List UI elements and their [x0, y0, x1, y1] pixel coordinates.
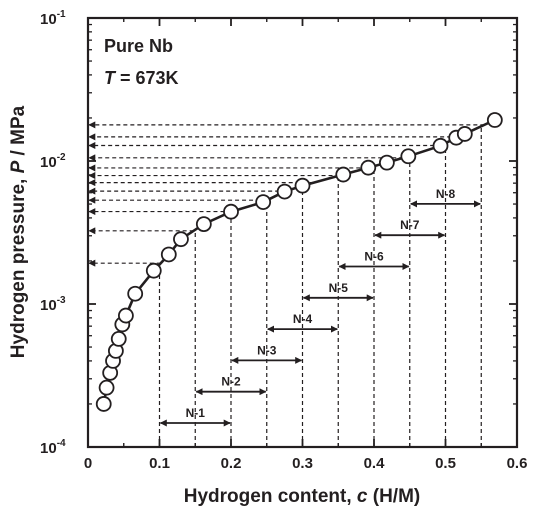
series-line	[102, 118, 496, 405]
x-tick-label: 0.5	[435, 455, 456, 472]
x-tick-label: 0.1	[149, 455, 170, 472]
y-tick-label: 10-1	[40, 9, 66, 28]
annotation-temperature: T = 673K	[104, 68, 179, 88]
x-tick-label: 0.6	[507, 455, 528, 472]
x-tick-label: 0.4	[364, 455, 386, 472]
region-label: N-6	[364, 250, 384, 264]
data-point	[117, 307, 134, 324]
y-tick-label: 10-2	[40, 152, 66, 171]
annotation-material: Pure Nb	[104, 36, 173, 56]
region-label: N-2	[221, 375, 241, 389]
data-point	[255, 194, 272, 210]
data-point	[195, 216, 212, 233]
region-label: N-1	[186, 406, 206, 420]
data-point	[145, 262, 162, 279]
x-axis-title: Hydrogen content, c (H/M)	[184, 486, 420, 507]
data-point	[294, 177, 311, 194]
data-point	[400, 148, 417, 165]
data-point	[223, 203, 239, 220]
data-point	[378, 154, 395, 171]
region-label: N-4	[293, 312, 313, 326]
region-label: N-8	[436, 187, 456, 201]
data-series	[95, 112, 503, 412]
axis-ticks: 0 0.1 0.2 0.3 0.4 0.5 0.6 10-4 10-3 10-2 10-1	[40, 9, 527, 472]
region-label: N-3	[257, 343, 277, 357]
data-point	[335, 166, 352, 183]
data-point	[276, 183, 293, 200]
data-point	[160, 246, 177, 263]
data-point	[432, 137, 449, 154]
region-arrows: N-1 N-2 N-3 N-4 N-5 N-6 N-7 N-8	[159, 187, 481, 427]
data-point	[110, 331, 127, 347]
y-axis-title: Hydrogen pressure, P / MPa	[8, 105, 29, 358]
region-label: N-5	[329, 281, 349, 295]
data-point	[127, 285, 144, 302]
data-point	[486, 112, 503, 128]
x-tick-label: 0.2	[221, 455, 242, 472]
y-tick-label: 10-3	[40, 295, 66, 314]
data-point	[360, 159, 377, 176]
data-point	[95, 396, 112, 412]
temperature-value: = 673K	[115, 68, 179, 88]
region-label: N-7	[400, 218, 420, 232]
data-point	[173, 231, 189, 248]
data-point	[98, 379, 115, 396]
dashed-guides	[88, 121, 485, 447]
x-tick-label: 0	[84, 455, 92, 472]
temperature-var: T	[104, 68, 117, 88]
y-tick-label: 10-4	[40, 438, 66, 457]
data-point	[456, 126, 473, 142]
x-tick-label: 0.3	[292, 455, 313, 472]
